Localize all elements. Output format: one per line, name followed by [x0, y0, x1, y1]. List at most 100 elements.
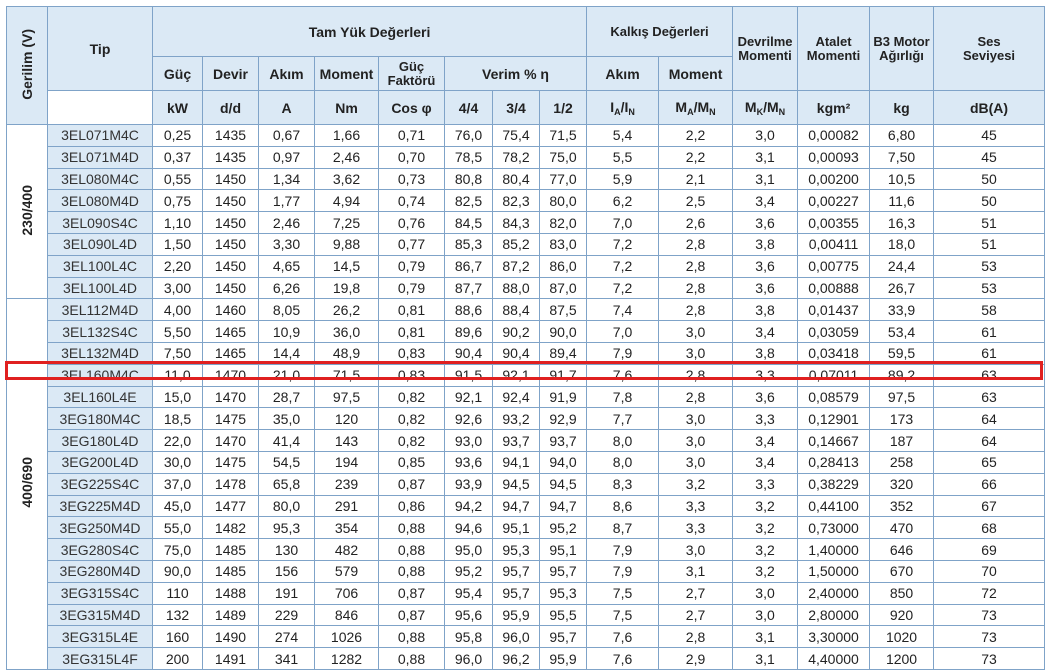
value-cell: 0,71 [378, 124, 445, 147]
value-cell: 7,50 [152, 341, 203, 365]
value-cell: 0,86 [378, 494, 445, 518]
value-cell: 1,66 [314, 124, 379, 147]
value-cell: 51 [933, 232, 1046, 256]
value-cell: 4,65 [258, 254, 315, 278]
value-cell: 4,00 [152, 298, 203, 322]
value-cell: 8,0 [586, 450, 660, 474]
value-cell: 7,8 [586, 385, 660, 409]
value-cell: 37,0 [152, 472, 203, 496]
value-cell: 1450 [202, 211, 259, 234]
value-cell: 1020 [869, 625, 935, 649]
value-cell: 0,82 [378, 407, 445, 431]
value-cell: 3,30 [258, 232, 315, 256]
value-cell: 191 [258, 581, 315, 605]
value-cell: 0,79 [378, 254, 445, 278]
value-cell: 95,1 [538, 538, 588, 561]
value-cell: 0,88 [378, 559, 445, 583]
value-cell: 7,6 [586, 625, 660, 649]
value-cell: 41,4 [258, 429, 315, 452]
value-cell: 1470 [202, 429, 259, 452]
value-cell: 7,2 [586, 276, 660, 300]
value-cell: 5,50 [152, 320, 203, 343]
value-cell: 0,38229 [797, 472, 871, 496]
weight-header: B3 Motor Ağırlığı [869, 6, 935, 91]
unit-34: 3/4 [492, 90, 540, 125]
value-cell: 85,2 [492, 232, 540, 256]
value-cell: 94,0 [538, 450, 588, 474]
table-row: 3EG315S4C 110 1488 191 706 0,87 95,4 95,7 95,3 7,… [7, 581, 1046, 605]
value-cell: 2,8 [658, 363, 734, 387]
efficiency-header: Verim % η [443, 56, 588, 91]
value-cell: 0,88 [378, 647, 445, 670]
value-cell: 33,9 [869, 298, 935, 322]
start-current-header: Akım [586, 56, 660, 91]
value-cell: 2,46 [314, 145, 379, 169]
value-cell: 93,6 [444, 450, 493, 474]
value-cell: 2,9 [658, 647, 734, 670]
value-cell: 0,03418 [797, 341, 871, 365]
value-cell: 3,4 [732, 429, 799, 452]
value-cell: 14,4 [258, 341, 315, 365]
value-cell: 7,0 [586, 320, 660, 343]
value-cell: 3,8 [732, 341, 799, 365]
table-body: 230/400 3EL071M4C 0,25 1435 0,67 1,66 0,71 76,0… [6, 123, 1046, 670]
table-row: 3EG250M4D 55,0 1482 95,3 354 0,88 94,6 95,1 95,2… [7, 516, 1046, 540]
unit-kgm2: kgm² [797, 90, 871, 125]
unit-dd: d/d [202, 90, 259, 125]
value-cell: 64 [933, 407, 1046, 431]
value-cell: 143 [314, 429, 379, 452]
value-cell: 58 [933, 298, 1046, 322]
value-cell: 1450 [202, 232, 259, 256]
value-cell: 0,76 [378, 211, 445, 234]
value-cell: 89,2 [869, 363, 935, 387]
value-cell: 2,2 [658, 145, 734, 169]
value-cell: 0,37 [152, 145, 203, 169]
value-cell: 88,4 [492, 298, 540, 322]
value-cell: 1478 [202, 472, 259, 496]
value-cell: 73 [933, 625, 1046, 649]
value-cell: 0,97 [258, 145, 315, 169]
value-cell: 0,00411 [797, 232, 871, 256]
value-cell: 3,4 [732, 189, 799, 213]
type-header: Tip [47, 6, 153, 91]
motor-type-cell: 3EL100L4D [47, 276, 153, 300]
value-cell: 9,88 [314, 232, 379, 256]
table-row: 3EG180M4C 18,5 1475 35,0 120 0,82 92,6 93,2 92,9… [7, 407, 1046, 431]
motor-type-cell: 3EG280M4D [47, 559, 153, 583]
value-cell: 1,77 [258, 189, 315, 213]
value-cell: 95,2 [538, 516, 588, 540]
unit-cos: Cos φ [378, 90, 445, 125]
value-cell: 48,9 [314, 341, 379, 365]
unit-mk-mn: MK/MN [732, 90, 799, 125]
value-cell: 1282 [314, 647, 379, 670]
value-cell: 65,8 [258, 472, 315, 496]
value-cell: 88,0 [492, 276, 540, 300]
speed-header: Devir [202, 56, 259, 91]
value-cell: 94,5 [492, 472, 540, 496]
motor-type-cell: 3EL080M4C [47, 167, 153, 191]
value-cell: 0,00355 [797, 211, 871, 234]
value-cell: 0,87 [378, 581, 445, 605]
table-row: 230/400 3EL071M4C 0,25 1435 0,67 1,66 0,71 76,0… [6, 123, 1046, 300]
value-cell: 3,8 [732, 232, 799, 256]
value-cell: 2,7 [658, 581, 734, 605]
value-cell: 0,77 [378, 232, 445, 256]
value-cell: 0,00082 [797, 124, 871, 147]
value-cell: 0,44100 [797, 494, 871, 518]
value-cell: 1491 [202, 647, 259, 670]
value-cell: 0,00227 [797, 189, 871, 213]
value-cell: 0,85 [378, 450, 445, 474]
value-cell: 7,7 [586, 407, 660, 431]
value-cell: 3,2 [658, 472, 734, 496]
value-cell: 95,7 [538, 559, 588, 583]
value-cell: 1482 [202, 516, 259, 540]
value-cell: 352 [869, 494, 935, 518]
value-cell: 846 [314, 603, 379, 627]
value-cell: 7,9 [586, 538, 660, 561]
value-cell: 95,3 [538, 581, 588, 605]
value-cell: 95,5 [538, 603, 588, 627]
value-cell: 1026 [314, 625, 379, 649]
value-cell: 94,2 [444, 494, 493, 518]
value-cell: 341 [258, 647, 315, 670]
value-cell: 3,2 [732, 559, 799, 583]
